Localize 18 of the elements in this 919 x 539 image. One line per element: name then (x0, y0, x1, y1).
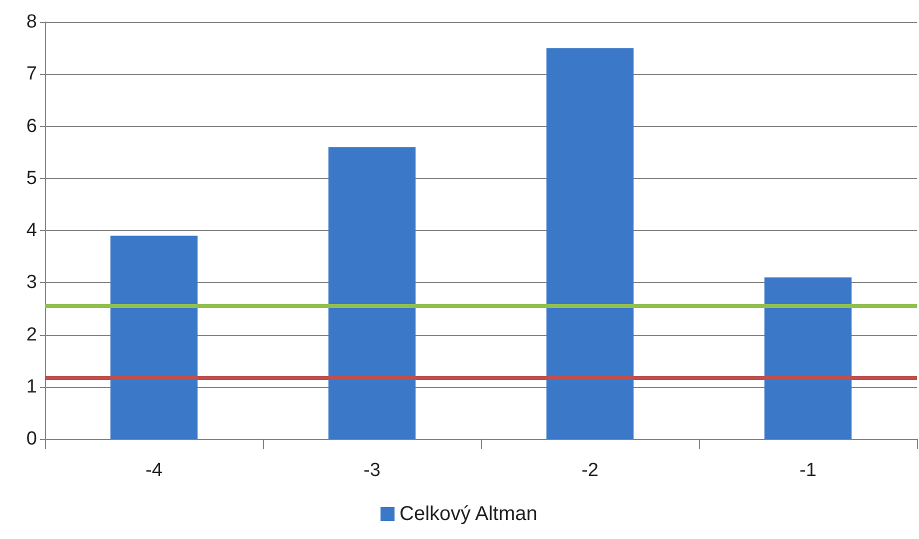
x-tick-label: -1 (800, 460, 816, 481)
x-tick-label: -4 (146, 460, 163, 481)
y-tick-label: 8 (26, 12, 37, 32)
y-tick-label: 1 (26, 376, 37, 398)
x-tick-label: -2 (582, 460, 598, 481)
bar (546, 48, 634, 439)
y-tick-label: 6 (26, 116, 37, 137)
y-tick-label: 4 (26, 220, 38, 241)
y-tick-label: 3 (26, 272, 37, 294)
bar (328, 147, 416, 439)
y-tick-label: 2 (26, 324, 37, 346)
legend-label: Celkový Altman (400, 503, 538, 525)
y-tick-label: 7 (26, 64, 37, 85)
bar (110, 236, 198, 439)
y-tick-label: 0 (26, 428, 37, 450)
bar (764, 277, 852, 439)
y-tick-label: 5 (26, 168, 37, 189)
x-tick-label: -3 (364, 460, 380, 481)
